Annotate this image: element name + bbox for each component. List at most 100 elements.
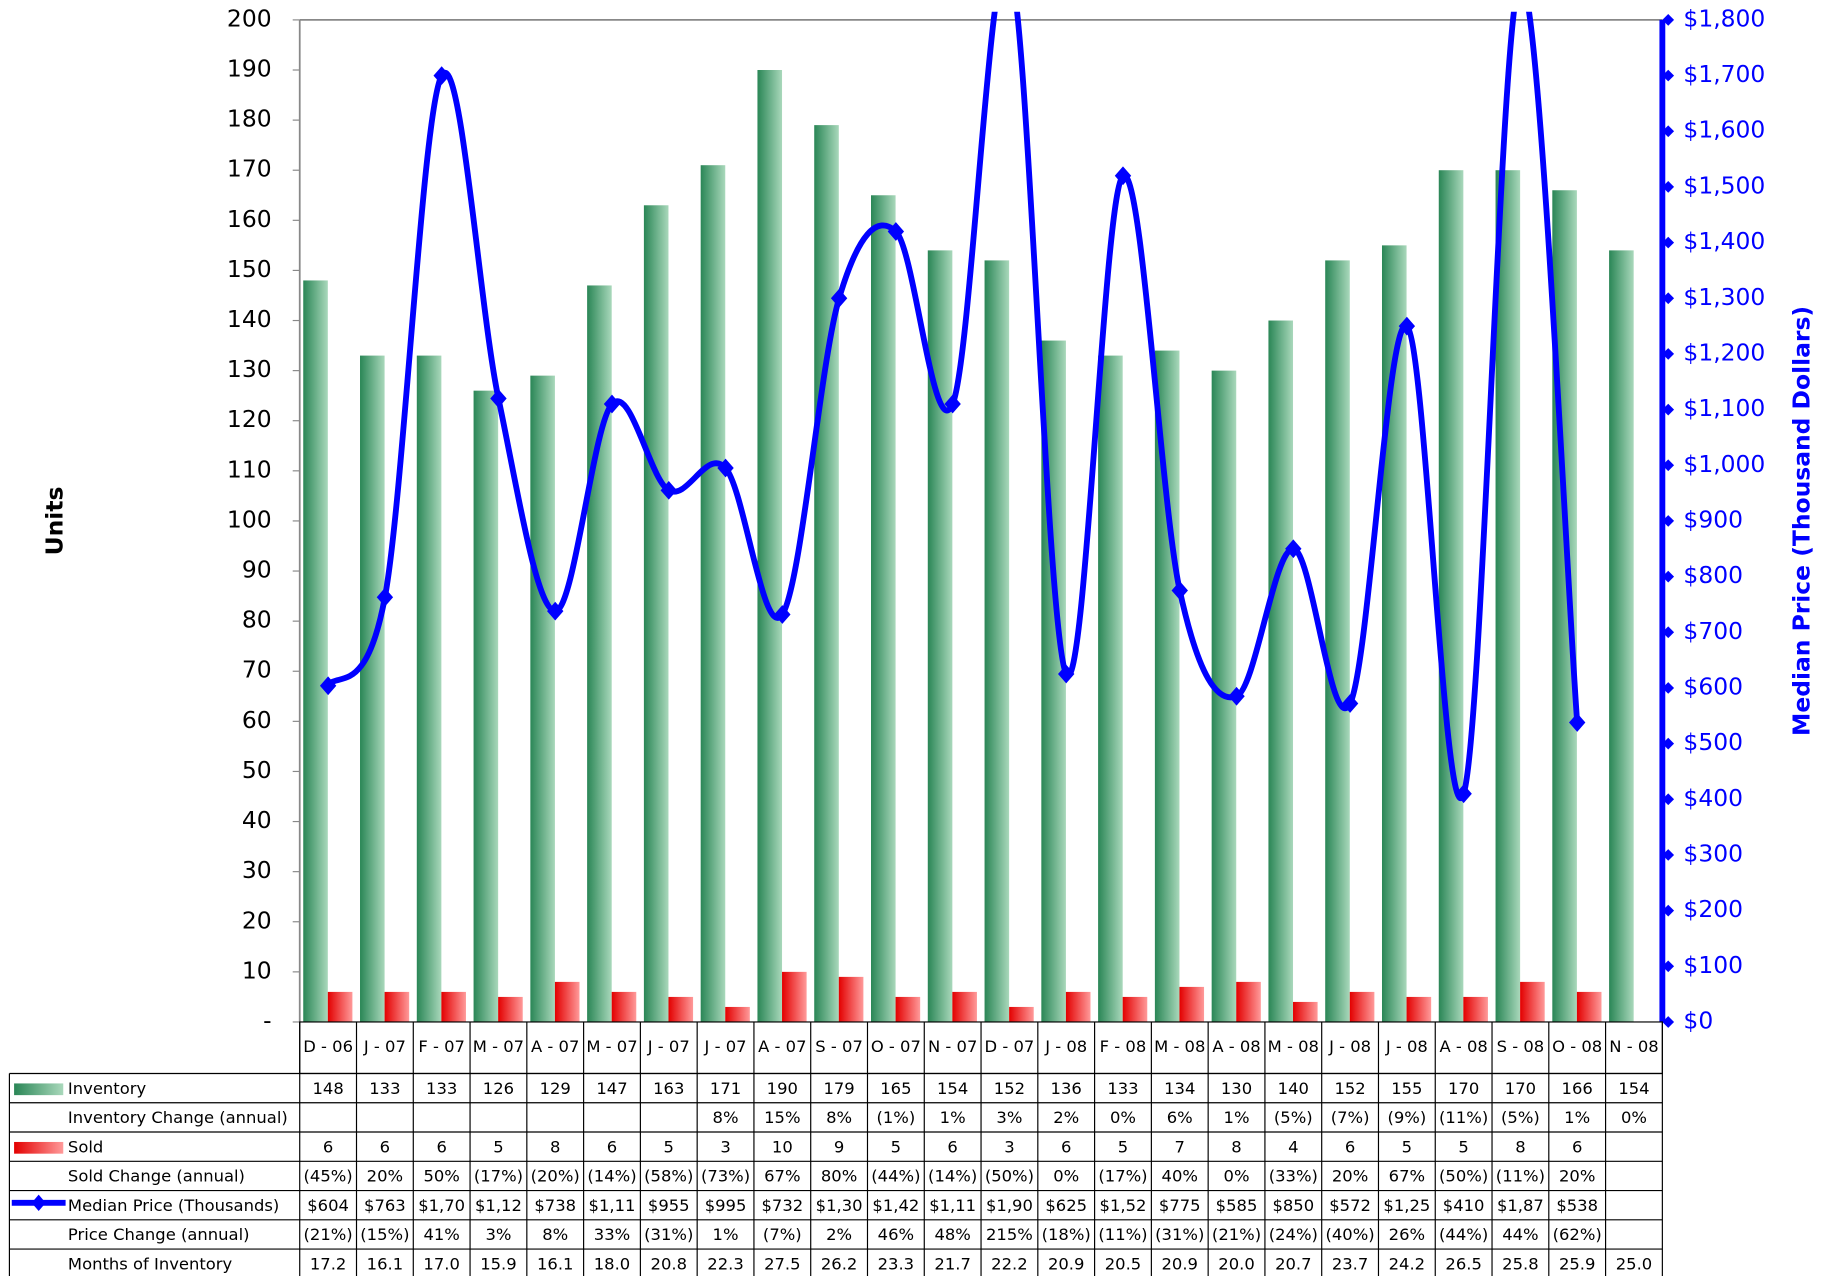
table-cell: (9%) [1387, 1108, 1426, 1127]
table-cell: 1% [940, 1108, 966, 1127]
x-tick-label: S - 08 [1497, 1037, 1545, 1056]
x-tick-label: J - 07 [363, 1037, 406, 1056]
price-marker [1341, 694, 1359, 713]
price-marker [717, 458, 734, 478]
table-cell: $410 [1443, 1196, 1485, 1215]
table-cell: $1,70 [418, 1196, 465, 1215]
table-cell: 20.0 [1218, 1254, 1254, 1273]
table-cell: (44%) [871, 1167, 920, 1186]
table-cell: 26.5 [1445, 1254, 1481, 1273]
inventory-bar [871, 195, 896, 1022]
table-cell: 6 [607, 1137, 617, 1156]
x-tick-label: F - 07 [418, 1037, 465, 1056]
table-cell: 8% [713, 1108, 739, 1127]
sold-bar [1520, 981, 1545, 1022]
y2-tick-label: $700 [1683, 617, 1743, 645]
sold-bar [1122, 996, 1148, 1022]
x-tick-label: O - 07 [871, 1037, 921, 1056]
table-cell: 5 [1118, 1137, 1128, 1156]
table-cell: 15.9 [480, 1254, 516, 1273]
y2-tick-label: $1,600 [1683, 116, 1765, 144]
table-cell: 6 [1345, 1137, 1355, 1156]
y-tick-label: 10 [242, 956, 272, 984]
price-marker [319, 676, 337, 696]
y2-tick [1662, 1016, 1675, 1028]
table-cell: 0% [1110, 1108, 1136, 1127]
table-cell: 0% [1224, 1167, 1250, 1186]
price-marker [1568, 713, 1586, 732]
table-cell: 7 [1175, 1137, 1185, 1156]
legend-label: Months of Inventory [68, 1254, 233, 1273]
inventory-bar [984, 260, 1010, 1022]
legend-label: Inventory Change (annual) [68, 1108, 288, 1127]
table-cell: 8 [550, 1137, 560, 1156]
table-cell: (21%) [1212, 1225, 1261, 1244]
table-cell: 41% [423, 1225, 459, 1244]
table-cell: $585 [1216, 1196, 1258, 1215]
x-tick-label: A - 07 [758, 1037, 806, 1056]
x-tick-label: J - 07 [704, 1037, 747, 1056]
sold-bar [782, 971, 807, 1022]
table-cell: (1%) [876, 1108, 915, 1127]
legend-label: Inventory [68, 1079, 147, 1098]
y2-tick [1662, 14, 1675, 26]
sold-bar [384, 991, 410, 1022]
table-cell: 2% [1053, 1108, 1079, 1127]
table-cell: (15%) [360, 1225, 409, 1244]
table-cell: 166 [1562, 1079, 1593, 1098]
table-cell: 8 [1515, 1137, 1525, 1156]
y-tick-label: 130 [227, 355, 272, 383]
y-tick-label: 60 [242, 706, 272, 734]
inventory-bar [1495, 170, 1521, 1022]
table-cell: 170 [1505, 1079, 1536, 1098]
x-tick-label: O - 08 [1552, 1037, 1602, 1056]
table-cell: 20% [1332, 1167, 1368, 1186]
table-cell: 67% [764, 1167, 800, 1186]
table-cell: 8 [1231, 1137, 1241, 1156]
table-cell: 3 [1004, 1137, 1014, 1156]
table-cell: 33% [594, 1225, 630, 1244]
table-cell: (21%) [304, 1225, 353, 1244]
table-cell: 154 [1618, 1079, 1649, 1098]
price-marker [490, 389, 507, 408]
table-cell: 18.0 [594, 1254, 630, 1273]
table-cell: 190 [767, 1079, 798, 1098]
table-cell: 215% [986, 1225, 1033, 1244]
table-cell: (17%) [474, 1167, 523, 1186]
table-cell: 20.8 [651, 1254, 687, 1273]
x-tick-label: A - 08 [1212, 1037, 1260, 1056]
table-cell: 129 [540, 1079, 571, 1098]
y2-tick [1662, 292, 1675, 305]
y2-tick [1662, 459, 1675, 472]
legend-label: Price Change (annual) [68, 1225, 250, 1244]
y-tick-label: 100 [227, 505, 272, 533]
table-cell: 21.7 [934, 1254, 970, 1273]
x-tick-label: J - 08 [1044, 1037, 1087, 1056]
table-cell: 6 [947, 1137, 957, 1156]
legend-label: Sold Change (annual) [68, 1167, 245, 1186]
table-cell: $850 [1272, 1196, 1314, 1215]
table-cell: 10 [772, 1137, 793, 1156]
table-cell: (33%) [1269, 1167, 1318, 1186]
table-cell: 136 [1051, 1079, 1082, 1098]
sold-bar [1236, 981, 1261, 1022]
y2-tick [1662, 125, 1675, 138]
table-cell: $1,52 [1100, 1196, 1147, 1215]
legend-swatch [31, 1194, 46, 1212]
table-cell: (62%) [1553, 1225, 1602, 1244]
y-tick-label: 50 [242, 756, 272, 784]
y2-tick [1662, 236, 1675, 249]
price-marker [830, 288, 848, 308]
y-tick-label: 170 [227, 155, 272, 183]
y2-tick-label: $1,100 [1683, 394, 1765, 422]
table-cell: $1,87 [1497, 1196, 1544, 1215]
price-line [325, 11, 1581, 801]
table-cell: $1,42 [872, 1196, 919, 1215]
table-cell: 5 [493, 1137, 503, 1156]
price-marker [1285, 539, 1302, 559]
y2-tick-label: $1,700 [1683, 60, 1765, 88]
table-cell: 50% [423, 1167, 459, 1186]
table-cell: $763 [364, 1196, 406, 1215]
table-cell: (17%) [1098, 1167, 1147, 1186]
